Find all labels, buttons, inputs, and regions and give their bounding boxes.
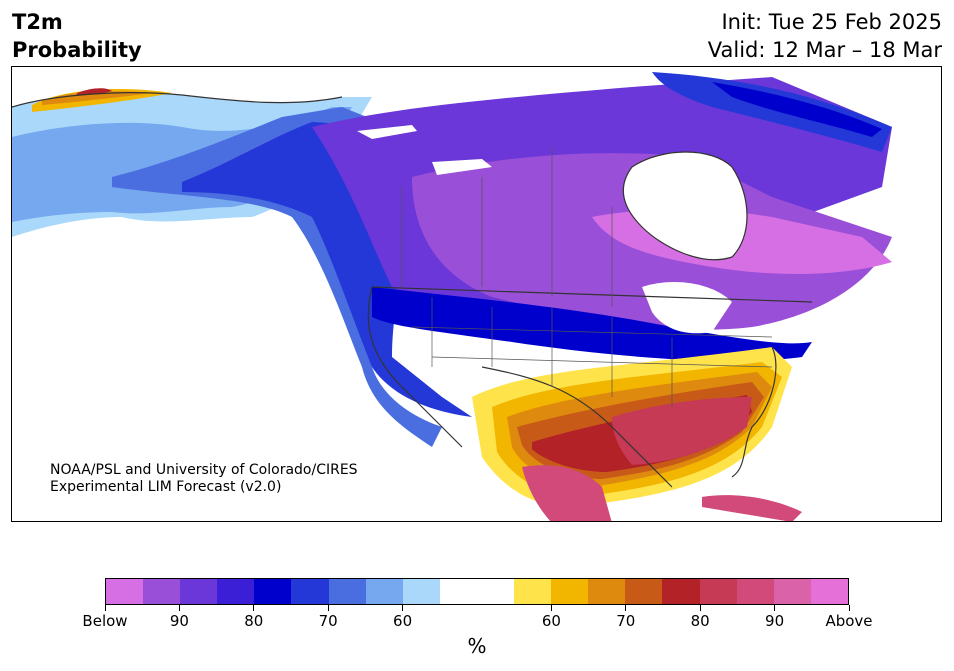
colorbar-tick-mark <box>699 605 701 611</box>
colorbar-tick-mark <box>178 605 180 611</box>
colorbar-segment-below <box>365 579 403 604</box>
title-line-2: Probability <box>12 38 142 62</box>
alaska-warm-tip-orange <box>42 91 152 105</box>
colorbar-tick-label: 60 <box>393 612 413 630</box>
state-province-borders <box>401 147 773 407</box>
colorbar-segment-above <box>773 579 811 604</box>
colorbar-segment-above <box>551 579 589 604</box>
colorbar-tick-label: Above <box>825 612 873 630</box>
colorbar-segment-neutral <box>439 579 477 604</box>
northern-us-dark-blue <box>372 287 812 362</box>
mexico-magenta <box>522 465 612 521</box>
colorbar-tick-mark <box>253 605 255 611</box>
greenland-blue <box>652 72 892 152</box>
colorbar-tick-label: 70 <box>616 612 636 630</box>
credit: NOAA/PSL and University of Colorado/CIRE… <box>50 462 358 496</box>
colorbar-segment-below <box>143 579 181 604</box>
colorbar <box>105 578 849 605</box>
colorbar-segment-above <box>810 579 848 604</box>
map-svg <box>12 72 892 521</box>
great-slave-lake <box>357 125 417 139</box>
alaska-warm-tip-red <box>77 88 112 95</box>
init-date: Init: Tue 25 Feb 2025 <box>721 10 942 34</box>
credit-line-2: Experimental LIM Forecast (v2.0) <box>50 479 282 495</box>
colorbar-segment-below <box>328 579 366 604</box>
colorbar-tick-label: 90 <box>765 612 785 630</box>
lake-winnipeg <box>432 159 492 175</box>
colorbar-segment-below <box>402 579 440 604</box>
colorbar-unit: % <box>467 634 487 658</box>
colorbar-segment-below <box>254 579 292 604</box>
colorbar-tick-mark <box>402 605 404 611</box>
date-info: Init: Tue 25 Feb 2025 Valid: 12 Mar – 18… <box>708 8 942 64</box>
great-lakes <box>642 282 732 334</box>
title-line-1: T2m <box>12 10 63 34</box>
colorbar-tick-label: 80 <box>244 612 264 630</box>
colorbar-segment-above <box>736 579 774 604</box>
colorbar-tick-mark <box>327 605 329 611</box>
colorbar-tick-mark <box>774 605 776 611</box>
colorbar-tick-mark <box>625 605 627 611</box>
colorbar-segment-below <box>180 579 218 604</box>
cuba-pink <box>702 495 802 521</box>
country-borders <box>12 92 813 488</box>
chart-title: T2m Probability <box>12 8 142 64</box>
colorbar-tick-label: 60 <box>541 612 561 630</box>
colorbar-segment-neutral <box>476 579 515 604</box>
colorbar-segment-below <box>291 579 329 604</box>
colorbar-segment-above <box>662 579 700 604</box>
colorbar-tick-label: Below <box>82 612 128 630</box>
colorbar-tick-mark <box>550 605 552 611</box>
southeast-crimson <box>612 397 752 465</box>
colorbar-tick-label: 70 <box>318 612 338 630</box>
colorbar-segment-above <box>699 579 737 604</box>
colorbar-segment-above <box>514 579 552 604</box>
colorbar-tick-label: 80 <box>690 612 710 630</box>
colorbar-tick-label: 90 <box>169 612 189 630</box>
greenland-dark <box>712 82 882 137</box>
colorbar-segment-above <box>588 579 626 604</box>
colorbar-tick-mark <box>104 605 106 611</box>
hudson-bay <box>623 152 747 260</box>
credit-line-1: NOAA/PSL and University of Colorado/CIRE… <box>50 462 358 478</box>
probability-map: NOAA/PSL and University of Colorado/CIRE… <box>11 66 942 522</box>
colorbar-segment-below <box>106 579 144 604</box>
valid-range: Valid: 12 Mar – 18 Mar <box>707 38 942 62</box>
colorbar-segment-above <box>625 579 663 604</box>
colorbar-tick-mark <box>848 605 850 611</box>
colorbar-segment-below <box>217 579 255 604</box>
